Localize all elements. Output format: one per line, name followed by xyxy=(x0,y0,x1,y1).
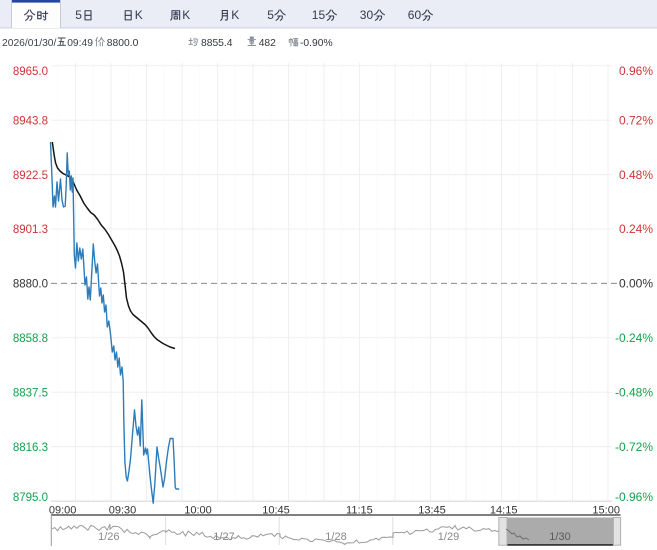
svg-text:-0.72%: -0.72% xyxy=(615,440,653,454)
svg-text:8965.0: 8965.0 xyxy=(13,66,48,78)
svg-text:09:49: 09:49 xyxy=(67,38,93,49)
svg-text:1/26: 1/26 xyxy=(98,531,119,543)
svg-text:8837.5: 8837.5 xyxy=(13,387,48,399)
svg-text:8901.3: 8901.3 xyxy=(13,224,48,236)
svg-text:8816.3: 8816.3 xyxy=(13,442,48,454)
svg-text:1/28: 1/28 xyxy=(325,531,346,543)
svg-text:-0.48%: -0.48% xyxy=(615,385,653,399)
svg-text:482: 482 xyxy=(259,38,276,49)
svg-text:8795.0: 8795.0 xyxy=(13,492,48,504)
svg-text:11:15: 11:15 xyxy=(346,505,373,517)
svg-text:0.48%: 0.48% xyxy=(619,168,653,182)
svg-text:8922.5: 8922.5 xyxy=(13,170,48,182)
svg-text:0.24%: 0.24% xyxy=(619,222,653,236)
svg-text:1/29: 1/29 xyxy=(438,531,459,543)
svg-text:8858.8: 8858.8 xyxy=(13,333,48,345)
svg-text:0.96%: 0.96% xyxy=(619,64,653,78)
svg-text:10:45: 10:45 xyxy=(262,505,290,517)
svg-text:K: K xyxy=(182,8,190,22)
svg-text:09:30: 09:30 xyxy=(109,505,137,517)
svg-text:5: 5 xyxy=(75,8,82,22)
svg-text:K: K xyxy=(135,8,143,22)
svg-text:-0.90%: -0.90% xyxy=(300,38,333,49)
svg-text:K: K xyxy=(231,8,239,22)
svg-text:0.72%: 0.72% xyxy=(619,113,653,127)
svg-text:30: 30 xyxy=(360,8,374,22)
svg-text:8880.0: 8880.0 xyxy=(13,279,48,291)
svg-text:5: 5 xyxy=(267,8,274,22)
svg-text:10:00: 10:00 xyxy=(184,505,212,517)
svg-text:0.00%: 0.00% xyxy=(619,277,653,291)
svg-text:-0.96%: -0.96% xyxy=(615,490,653,504)
svg-text:8855.4: 8855.4 xyxy=(201,38,233,49)
svg-text:1/30: 1/30 xyxy=(549,531,570,543)
svg-text:-0.24%: -0.24% xyxy=(615,331,653,345)
svg-text:8800.0: 8800.0 xyxy=(107,38,139,49)
svg-text:8943.8: 8943.8 xyxy=(13,115,48,127)
svg-text:09:00: 09:00 xyxy=(49,505,77,517)
svg-text:15: 15 xyxy=(312,8,326,22)
svg-text:13:45: 13:45 xyxy=(418,505,446,517)
svg-text:60: 60 xyxy=(408,8,422,22)
svg-text:1/27: 1/27 xyxy=(213,531,234,543)
svg-text:2026/01/30/: 2026/01/30/ xyxy=(2,38,57,49)
svg-text:15:00: 15:00 xyxy=(592,505,620,517)
svg-text:14:15: 14:15 xyxy=(490,505,518,517)
